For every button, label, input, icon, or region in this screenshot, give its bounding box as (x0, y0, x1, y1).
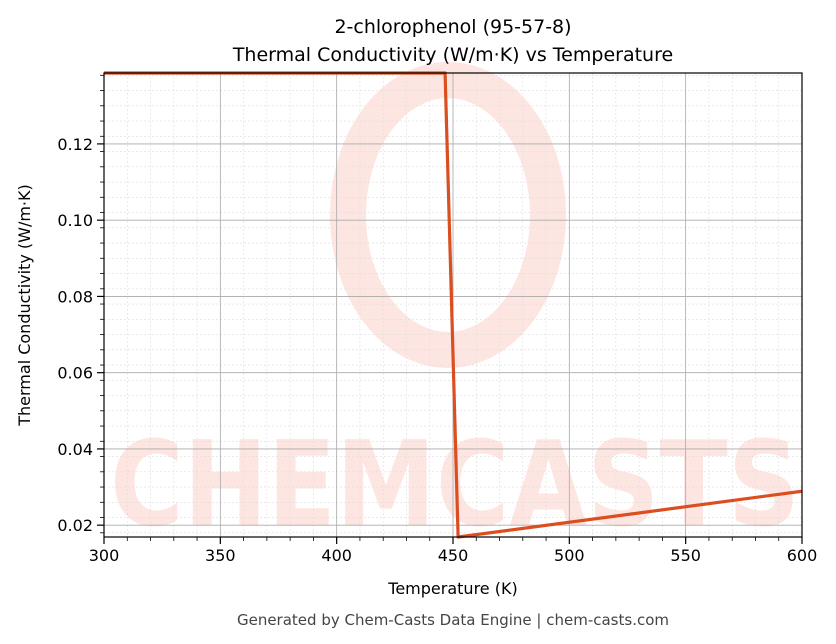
x-tick-label: 350 (205, 546, 236, 565)
x-axis-label: Temperature (K) (387, 579, 517, 598)
y-tick-label: 0.10 (57, 211, 93, 230)
y-tick-label: 0.06 (57, 364, 93, 383)
x-tick-label: 300 (89, 546, 120, 565)
chart-title: 2-chlorophenol (95-57-8) (334, 16, 571, 38)
x-tick-label: 600 (787, 546, 818, 565)
x-tick-label: 500 (554, 546, 585, 565)
chart-subtitle: Thermal Conductivity (W/m·K) vs Temperat… (232, 44, 673, 66)
y-tick-label: 0.08 (57, 287, 93, 306)
y-tick-label: 0.12 (57, 135, 93, 154)
x-tick-label: 400 (321, 546, 352, 565)
y-tick-label: 0.02 (57, 516, 93, 535)
y-axis-label: Thermal Conductivity (W/m·K) (15, 184, 34, 427)
footer: Generated by Chem-Casts Data Engine | ch… (237, 611, 669, 629)
x-tick-label: 450 (438, 546, 469, 565)
x-tick-label: 550 (670, 546, 701, 565)
y-tick-label: 0.04 (57, 440, 93, 459)
